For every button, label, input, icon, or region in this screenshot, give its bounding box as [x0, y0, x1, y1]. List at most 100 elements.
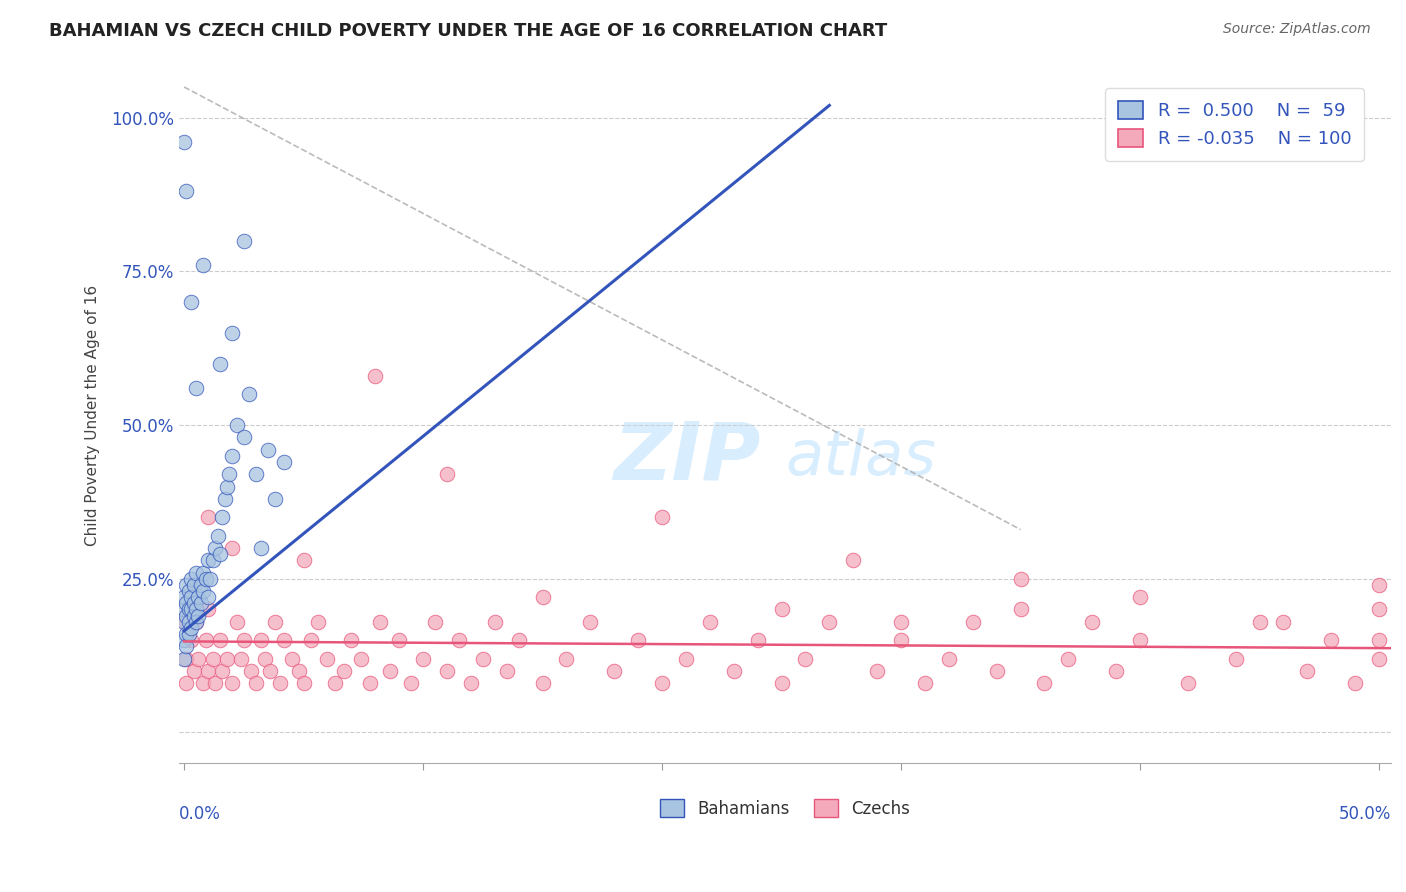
Point [1057, 651, 1080, 665]
Point [208, 633, 231, 648]
Point [350, 651, 373, 665]
Point [263, 615, 285, 629]
Point [1081, 615, 1104, 629]
Point [436, 467, 458, 482]
Point [193, 676, 215, 690]
Point [1129, 590, 1152, 604]
Point [173, 615, 195, 629]
Point [187, 608, 209, 623]
Point [221, 676, 243, 690]
Point [173, 651, 195, 665]
Point [173, 136, 195, 150]
Point [287, 664, 309, 678]
Point [627, 633, 650, 648]
Point [436, 664, 458, 678]
Point [818, 615, 841, 629]
Point [770, 602, 793, 616]
Point [232, 234, 254, 248]
Point [1129, 633, 1152, 648]
Point [340, 633, 363, 648]
Point [555, 651, 578, 665]
Point [176, 615, 198, 629]
Point [184, 615, 207, 629]
Point [197, 664, 219, 678]
Point [177, 615, 200, 629]
Y-axis label: Child Poverty Under the Age of 16: Child Poverty Under the Age of 16 [86, 285, 100, 547]
Point [1272, 615, 1295, 629]
Point [207, 529, 229, 543]
Text: ZIP: ZIP [613, 418, 761, 497]
Point [249, 541, 271, 555]
Point [378, 664, 401, 678]
Point [177, 602, 200, 616]
Point [200, 572, 222, 586]
Point [508, 633, 530, 648]
Point [184, 566, 207, 580]
Point [183, 664, 205, 678]
Point [183, 596, 205, 610]
Point [197, 590, 219, 604]
Point [399, 676, 422, 690]
Text: Source: ZipAtlas.com: Source: ZipAtlas.com [1223, 22, 1371, 37]
Point [180, 590, 202, 604]
Point [194, 633, 217, 648]
Point [770, 676, 793, 690]
Point [471, 651, 494, 665]
Point [259, 664, 281, 678]
Point [176, 578, 198, 592]
Point [794, 651, 817, 665]
Point [194, 572, 217, 586]
Point [890, 633, 912, 648]
Point [292, 553, 315, 567]
Point [651, 676, 673, 690]
Point [412, 651, 434, 665]
Point [176, 596, 198, 610]
Point [484, 615, 506, 629]
Point [299, 633, 322, 648]
Point [1177, 676, 1199, 690]
Point [866, 664, 889, 678]
Point [333, 664, 356, 678]
Point [675, 651, 697, 665]
Point [221, 326, 243, 340]
Point [1033, 676, 1056, 690]
Point [221, 449, 243, 463]
Point [368, 615, 391, 629]
Point [190, 578, 212, 592]
Point [747, 633, 769, 648]
Point [180, 633, 202, 648]
Point [177, 584, 200, 599]
Point [307, 615, 329, 629]
Point [208, 357, 231, 371]
Point [495, 664, 517, 678]
Point [423, 615, 446, 629]
Text: 0.0%: 0.0% [180, 805, 221, 822]
Point [193, 584, 215, 599]
Point [938, 651, 960, 665]
Point [292, 676, 315, 690]
Point [280, 651, 302, 665]
Point [263, 491, 285, 506]
Point [240, 664, 263, 678]
Point [204, 676, 226, 690]
Point [531, 676, 554, 690]
Point [180, 602, 202, 616]
Point [180, 572, 202, 586]
Point [238, 387, 260, 401]
Text: atlas: atlas [785, 427, 936, 488]
Point [184, 615, 207, 629]
Point [914, 676, 936, 690]
Point [173, 602, 195, 616]
Point [184, 602, 207, 616]
Point [208, 547, 231, 561]
Point [254, 651, 277, 665]
Point [245, 676, 267, 690]
Point [323, 676, 346, 690]
Point [1010, 572, 1032, 586]
Point [197, 553, 219, 567]
Point [986, 664, 1008, 678]
Point [176, 627, 198, 641]
Point [176, 185, 198, 199]
Point [190, 596, 212, 610]
Point [183, 578, 205, 592]
